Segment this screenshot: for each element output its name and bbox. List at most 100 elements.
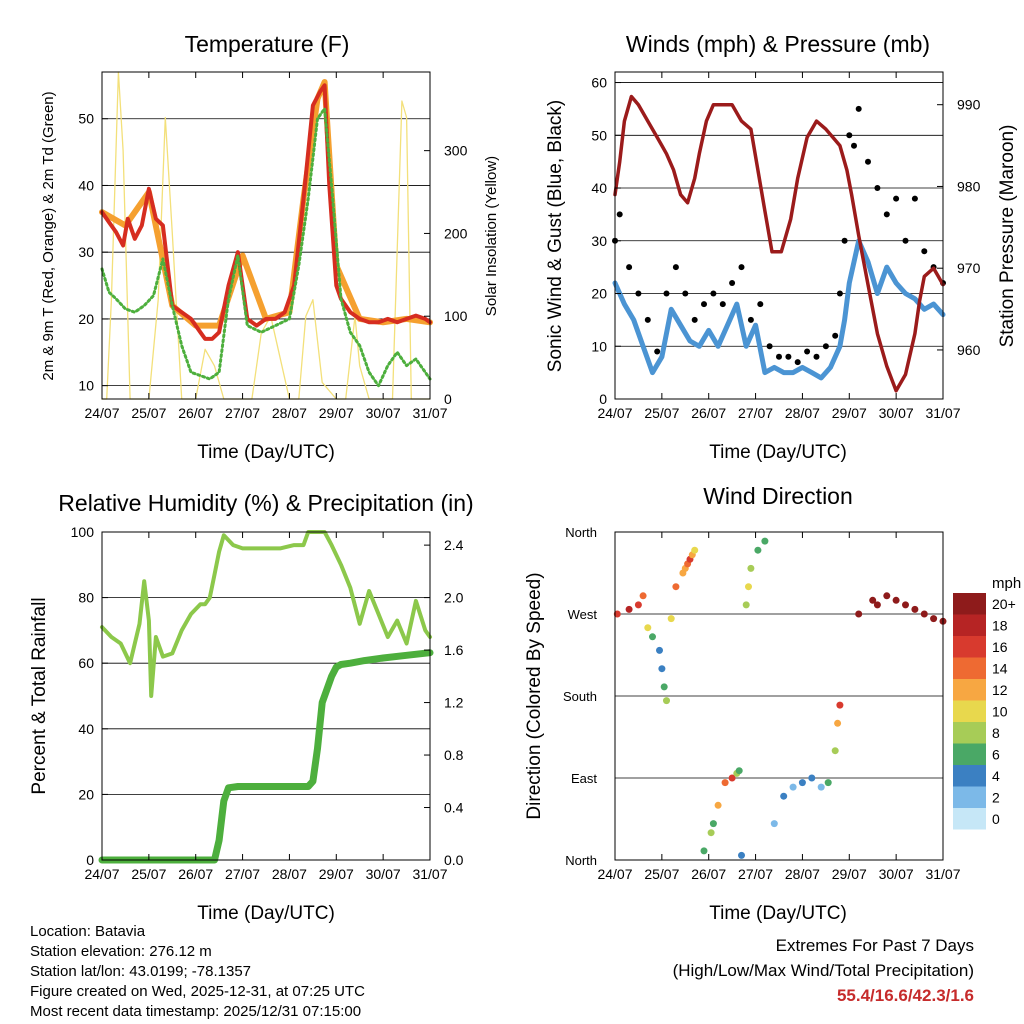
rh-xtick-label: 26/07 bbox=[178, 866, 213, 882]
direction-point bbox=[691, 546, 699, 554]
dir-xtick-label: 31/07 bbox=[925, 866, 960, 882]
direction-point bbox=[656, 646, 663, 654]
rh-xtick-label: 30/07 bbox=[366, 866, 401, 882]
extremes-box: Extremes For Past 7 Days (High/Low/Max W… bbox=[673, 933, 974, 1008]
wind-xtick-label: 30/07 bbox=[879, 405, 914, 421]
colorbar-label: 4 bbox=[992, 768, 1000, 784]
direction-point bbox=[700, 847, 708, 855]
gust-point bbox=[841, 237, 848, 244]
direction-point bbox=[672, 583, 680, 591]
wind-ytick-label: 10 bbox=[591, 338, 607, 354]
direction-xlabel: Time (Day/UTC) bbox=[709, 903, 847, 924]
direction-point bbox=[873, 601, 881, 609]
direction-point bbox=[754, 546, 762, 554]
wind-ytick-label: 0 bbox=[599, 391, 607, 407]
direction-point bbox=[770, 820, 778, 828]
rh-xtick-label: 28/07 bbox=[272, 866, 307, 882]
colorbar-swatch bbox=[953, 657, 986, 679]
rh-xtick-label: 31/07 bbox=[412, 866, 447, 882]
direction-point bbox=[834, 719, 842, 727]
direction-point bbox=[721, 779, 729, 787]
direction-plot-frame bbox=[614, 531, 944, 861]
dir-xtick-label: 28/07 bbox=[785, 866, 820, 882]
direction-point bbox=[728, 774, 736, 782]
direction-point bbox=[745, 583, 752, 591]
wind-xtick-label: 26/07 bbox=[691, 405, 726, 421]
direction-point bbox=[738, 851, 745, 859]
rh-ytick-label: 40 bbox=[78, 721, 94, 737]
gust-point bbox=[804, 348, 811, 355]
direction-point bbox=[709, 820, 717, 828]
direction-point bbox=[780, 792, 788, 800]
colorbar-swatch bbox=[953, 593, 986, 615]
sonic-wind-line bbox=[612, 238, 946, 381]
direction-point bbox=[920, 610, 928, 618]
solar-insolation-line bbox=[101, 71, 431, 400]
rh-xtick-label: 25/07 bbox=[131, 866, 166, 882]
gust-point bbox=[794, 359, 801, 366]
direction-point bbox=[824, 779, 832, 787]
direction-point bbox=[747, 564, 755, 572]
direction-point bbox=[644, 624, 652, 632]
gust-point bbox=[883, 211, 890, 218]
direction-point bbox=[707, 829, 715, 837]
rh-ytick-right-label: 1.6 bbox=[444, 642, 464, 658]
humidity-title: Relative Humidity (%) & Precipitation (i… bbox=[58, 490, 473, 516]
rh-ytick-right-label: 2.0 bbox=[444, 590, 464, 606]
gust-point bbox=[813, 353, 820, 360]
temp-ytick-right-label: 200 bbox=[444, 225, 468, 241]
dewpoint-line bbox=[100, 107, 432, 388]
colorbar-swatch bbox=[953, 722, 986, 744]
gust-point bbox=[672, 264, 679, 271]
gust-point bbox=[851, 142, 857, 149]
temp-2m-line bbox=[100, 83, 432, 341]
gust-point bbox=[776, 353, 782, 360]
direction-point bbox=[625, 605, 633, 613]
dir-xtick-label: 30/07 bbox=[879, 866, 914, 882]
gust-point bbox=[766, 343, 773, 350]
direction-point bbox=[930, 615, 938, 623]
wind-xtick-label: 27/07 bbox=[738, 405, 773, 421]
rh-ytick-right-label: 1.2 bbox=[444, 695, 464, 711]
dir-xtick-label: 24/07 bbox=[597, 866, 632, 882]
temp-xtick-label: 29/07 bbox=[319, 405, 354, 421]
temperature-panel: Temperature (F) 10 20 30 40 50 0 100 200 300 24/0… bbox=[40, 31, 500, 463]
wind-xtick-label: 29/07 bbox=[832, 405, 867, 421]
temp-ytick-label: 20 bbox=[78, 311, 94, 327]
direction-point bbox=[817, 783, 825, 791]
gust-point bbox=[654, 348, 661, 355]
colorbar-swatch bbox=[953, 765, 986, 787]
temperature-ylabel-right: Solar Insolation (Yellow) bbox=[483, 156, 500, 316]
temp-ytick-label: 50 bbox=[78, 111, 94, 127]
colorbar-swatch bbox=[953, 679, 986, 701]
colorbar-label: 0 bbox=[992, 811, 1000, 827]
direction-point bbox=[663, 697, 670, 705]
winds-plot-frame bbox=[614, 71, 944, 400]
wind-ytick-label: 30 bbox=[591, 233, 607, 249]
direction-point bbox=[667, 615, 675, 623]
direction-ylabel-left: Direction (Colored By Speed) bbox=[524, 572, 545, 819]
temperature-xlabel: Time (Day/UTC) bbox=[197, 442, 335, 463]
temp-xtick-label: 24/07 bbox=[84, 405, 119, 421]
wind-xtick-label: 28/07 bbox=[785, 405, 820, 421]
wind-ytick-right-label: 960 bbox=[957, 342, 981, 358]
gust-point bbox=[865, 158, 871, 165]
direction-point bbox=[869, 596, 877, 604]
wind-ytick-right-label: 980 bbox=[957, 178, 981, 194]
wind-xtick-label: 31/07 bbox=[925, 405, 960, 421]
direction-point bbox=[902, 601, 909, 609]
direction-point bbox=[831, 747, 839, 755]
colorbar-swatch bbox=[953, 743, 986, 765]
direction-point bbox=[855, 610, 863, 618]
temp-ytick-label: 10 bbox=[78, 378, 94, 394]
direction-point bbox=[789, 783, 797, 791]
rh-ytick-label: 20 bbox=[78, 786, 94, 802]
gust-point bbox=[911, 195, 918, 202]
colorbar-label: 2 bbox=[992, 790, 1000, 806]
gust-point bbox=[682, 290, 689, 297]
direction-point bbox=[714, 801, 722, 809]
temp-xtick-label: 30/07 bbox=[366, 405, 401, 421]
colorbar-label: 20+ bbox=[992, 596, 1016, 612]
gust-point bbox=[701, 301, 707, 308]
